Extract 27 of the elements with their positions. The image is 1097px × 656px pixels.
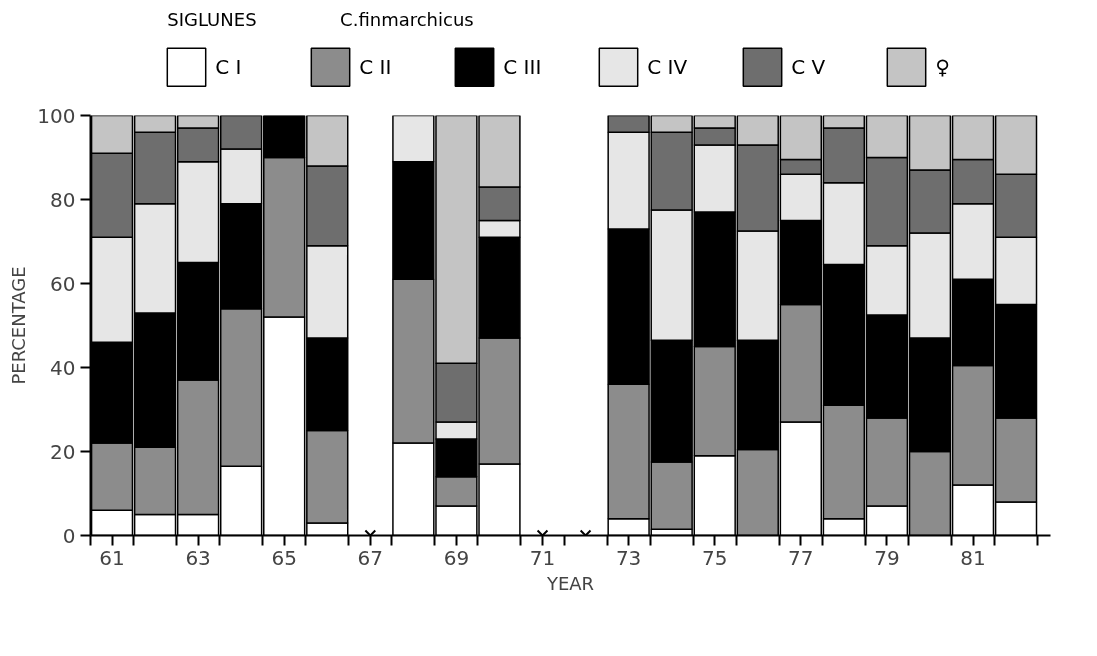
legend-label: C III (503, 55, 542, 80)
y-tick-label: 60 (50, 271, 76, 296)
x-tick-label: 77 (788, 545, 814, 570)
x-tick-label: 69 (443, 545, 470, 570)
y-tick-label: 40 (50, 355, 76, 380)
x-tick-label: 71 (529, 545, 556, 570)
x-axis-title: YEAR (545, 572, 595, 594)
legend-label: C I (215, 55, 242, 80)
y-tick-label: 100 (37, 103, 76, 128)
legend-label: C V (791, 55, 826, 80)
y-tick-label: 80 (50, 187, 76, 212)
x-tick-label: 73 (615, 545, 642, 570)
x-tick-label: 81 (960, 545, 986, 570)
chart-subtitle: C.finmarchicus (340, 9, 474, 31)
x-tick-label: 65 (271, 545, 297, 570)
x-tick-label: 75 (701, 545, 728, 570)
y-tick-label: 0 (62, 523, 76, 548)
legend-label: C IV (647, 55, 688, 80)
legend-label: ♀ (935, 55, 950, 80)
x-tick-label: 67 (357, 545, 384, 570)
legend-label: C II (359, 55, 392, 80)
x-tick-label: 79 (874, 545, 900, 570)
x-tick-label: 61 (99, 545, 125, 570)
y-axis-title: PERCENTAGE (8, 266, 30, 385)
x-tick-label: 63 (185, 545, 211, 570)
y-tick-label: 20 (50, 439, 76, 464)
chart-title: SIGLUNES (167, 9, 257, 31)
